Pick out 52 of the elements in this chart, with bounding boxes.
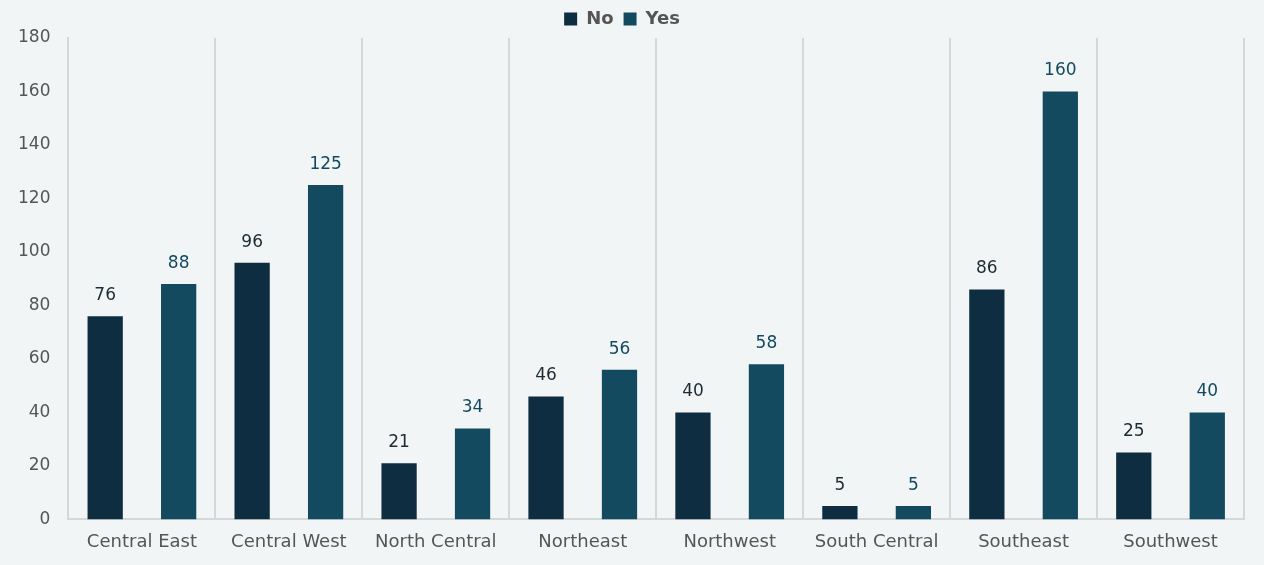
bar xyxy=(895,506,932,520)
x-tick-label: Central East xyxy=(86,529,197,551)
y-tick-label: 140 xyxy=(17,133,51,154)
bar xyxy=(87,316,123,520)
bar xyxy=(748,364,785,520)
legend-label: Yes xyxy=(644,6,680,28)
y-tick-label: 100 xyxy=(17,240,51,261)
data-label: 160 xyxy=(1044,59,1077,80)
bar xyxy=(528,396,564,520)
bar xyxy=(822,506,858,520)
bar xyxy=(307,185,344,520)
data-label: 125 xyxy=(309,153,342,174)
data-label: 56 xyxy=(608,337,631,358)
bar xyxy=(454,428,491,520)
data-label: 58 xyxy=(755,332,778,353)
x-tick-label: Southwest xyxy=(1123,529,1218,551)
bar xyxy=(1116,452,1152,520)
data-label: 25 xyxy=(1122,420,1145,441)
x-tick-label: Southeast xyxy=(978,529,1070,551)
y-tick-label: 20 xyxy=(28,454,51,475)
data-label: 34 xyxy=(461,396,484,417)
data-label: 5 xyxy=(907,473,919,494)
data-label: 76 xyxy=(94,284,116,305)
y-tick-label: 160 xyxy=(17,79,51,100)
data-label: 40 xyxy=(1196,380,1219,401)
bar xyxy=(1042,91,1078,520)
bar xyxy=(161,284,197,520)
data-label: 46 xyxy=(535,364,557,385)
legend-label: No xyxy=(586,6,614,28)
data-label: 5 xyxy=(834,473,846,494)
data-label: 40 xyxy=(682,380,704,401)
bar xyxy=(969,289,1005,520)
y-tick-label: 120 xyxy=(17,186,51,207)
x-tick-label: Northeast xyxy=(538,529,628,551)
y-tick-label: 80 xyxy=(28,293,51,314)
y-tick-label: 180 xyxy=(17,26,51,47)
x-tick-label: North Central xyxy=(375,529,497,551)
bar xyxy=(675,412,711,520)
data-label: 21 xyxy=(388,431,410,452)
x-tick-label: Northwest xyxy=(683,529,776,551)
data-label: 96 xyxy=(241,230,263,251)
y-tick-label: 60 xyxy=(28,347,51,368)
bar xyxy=(1189,412,1225,520)
x-tick-label: South Central xyxy=(814,529,939,551)
bar xyxy=(601,369,638,520)
bar xyxy=(234,262,270,520)
data-label: 86 xyxy=(976,257,998,278)
bar xyxy=(381,463,417,520)
y-tick-label: 0 xyxy=(39,507,51,528)
data-label: 88 xyxy=(167,251,190,272)
x-tick-label: Central West xyxy=(231,529,347,551)
y-tick-label: 40 xyxy=(28,400,51,421)
